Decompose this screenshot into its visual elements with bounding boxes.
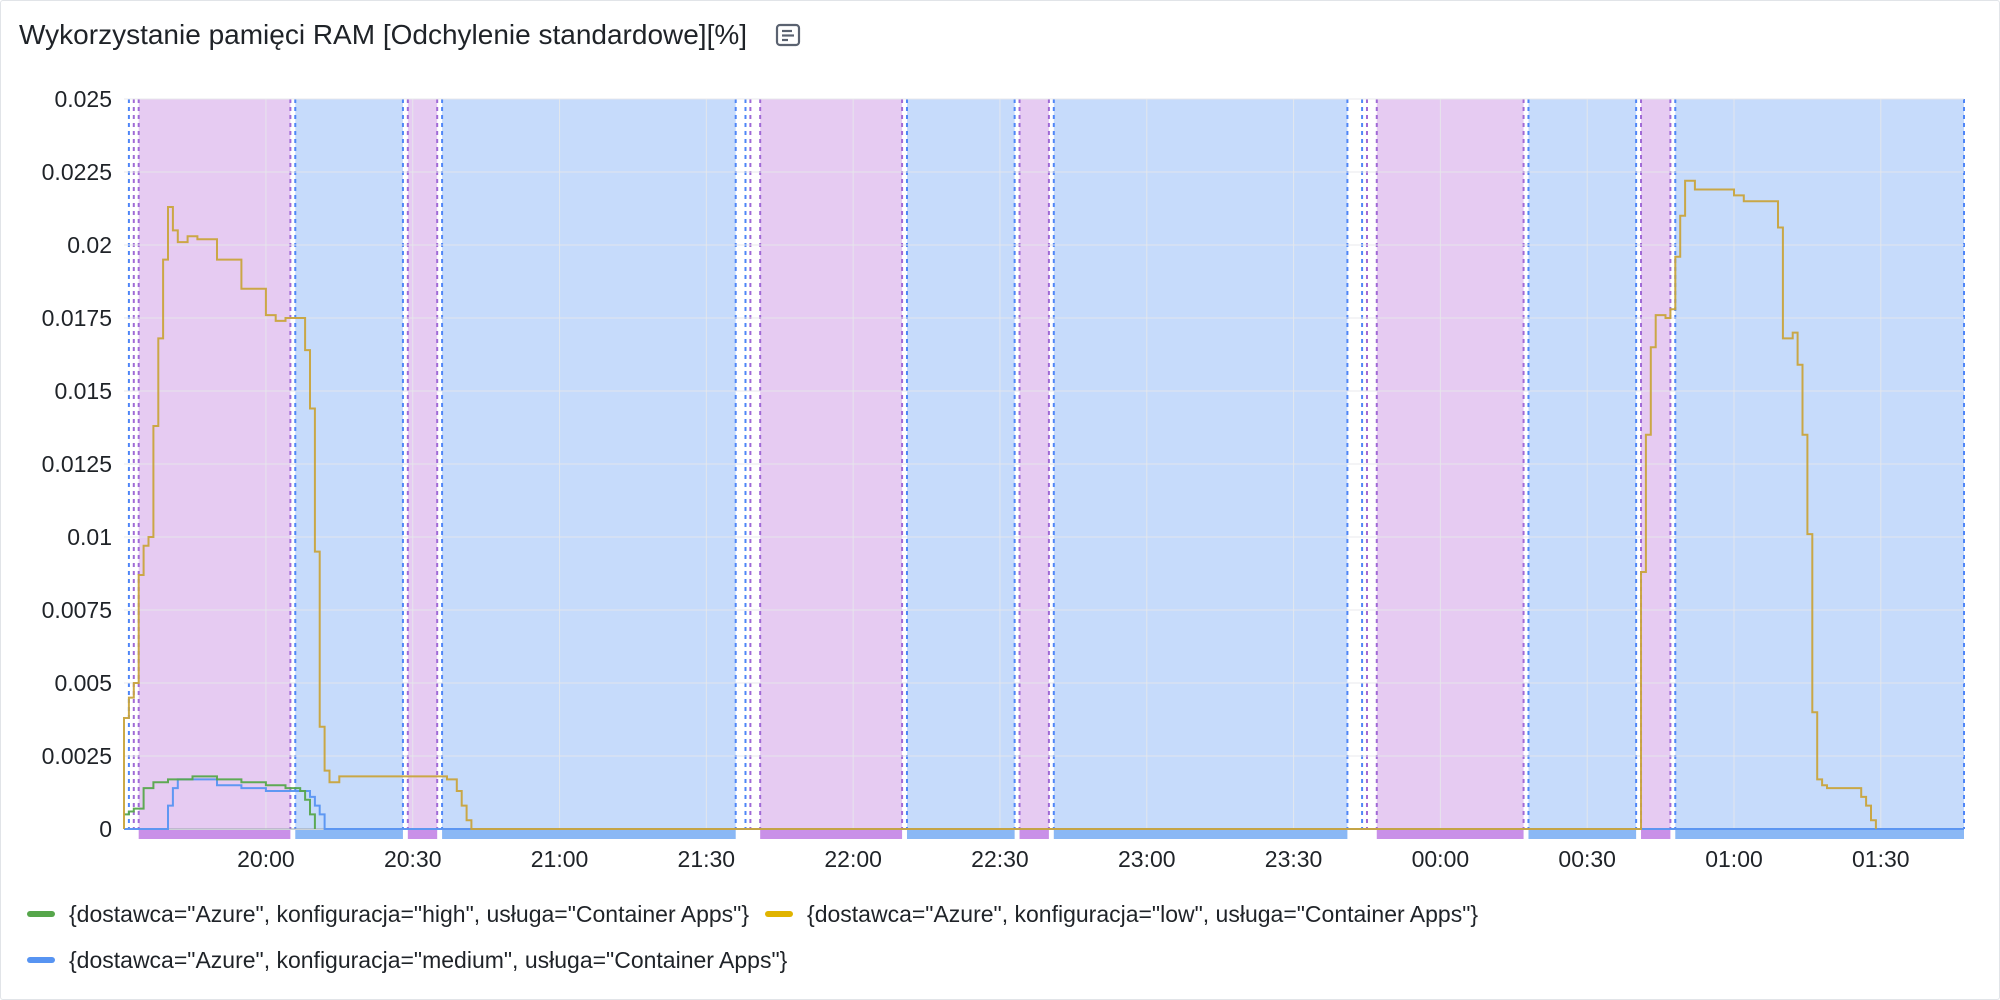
y-tick-label-8: 0.02 — [67, 232, 112, 258]
annotation-strip-2 — [407, 830, 438, 839]
annotation-strip-0 — [138, 830, 291, 839]
y-tick-label-3: 0.0075 — [42, 597, 112, 623]
x-tick-label-6: 23:00 — [1118, 846, 1176, 872]
series-line-medium — [124, 778, 1964, 830]
x-tick-label-8: 00:00 — [1412, 846, 1470, 872]
annotation-strip-1 — [295, 830, 403, 839]
legend-row-1: {dostawca="Azure", konfiguracja="high", … — [27, 891, 1977, 937]
y-tick-label-2: 0.005 — [54, 670, 112, 696]
annotation-strip-5 — [906, 830, 1015, 839]
legend: {dostawca="Azure", konfiguracja="high", … — [27, 891, 1977, 983]
x-tick-label-9: 00:30 — [1558, 846, 1616, 872]
x-tick-label-5: 22:30 — [971, 846, 1029, 872]
x-tick-label-4: 22:00 — [824, 846, 882, 872]
panel-title: Wykorzystanie pamięci RAM [Odchylenie st… — [19, 19, 748, 50]
legend-swatch-high — [27, 911, 55, 917]
annotation-strip-7 — [1053, 830, 1348, 839]
annotation-strip-8 — [1376, 830, 1524, 839]
y-tick-label-5: 0.0125 — [42, 451, 112, 477]
legend-item-medium[interactable]: {dostawca="Azure", konfiguracja="medium"… — [27, 947, 787, 974]
y-tick-label-4: 0.01 — [67, 524, 112, 550]
y-tick-label-6: 0.015 — [54, 378, 112, 404]
annotation-strip-9 — [1528, 830, 1637, 839]
document-icon[interactable] — [773, 20, 803, 50]
annotation-strip-6 — [1019, 830, 1049, 839]
y-tick-label-0: 0 — [99, 816, 112, 842]
y-tick-label-10: 0.025 — [54, 86, 112, 112]
x-tick-label-0: 20:00 — [237, 846, 295, 872]
panel-header: Wykorzystanie pamięci RAM [Odchylenie st… — [19, 15, 803, 55]
ram-stddev-chart: 0 0.0025 0.005 0.0075 0.01 0.0125 0.015 0.0175 0… — [42, 86, 1965, 872]
annotation-strip-10 — [1641, 830, 1671, 839]
legend-label-high: {dostawca="Azure", konfiguracja="high", … — [69, 900, 750, 927]
x-tick-label-11: 01:30 — [1852, 846, 1910, 872]
y-tick-label-7: 0.0175 — [42, 305, 112, 331]
x-tick-label-1: 20:30 — [384, 846, 442, 872]
legend-item-high[interactable]: {dostawca="Azure", konfiguracja="high", … — [27, 901, 749, 928]
legend-label-low: {dostawca="Azure", konfiguracja="low", u… — [807, 900, 1479, 927]
y-tick-label-9: 0.0225 — [42, 159, 112, 185]
legend-label-medium: {dostawca="Azure", konfiguracja="medium"… — [69, 946, 788, 973]
annotation-strip-11 — [1675, 830, 1964, 839]
series-line-high — [124, 775, 316, 829]
annotation-strip-3 — [442, 830, 736, 839]
legend-item-low[interactable]: {dostawca="Azure", konfiguracja="low", u… — [765, 901, 1478, 928]
legend-row-2: {dostawca="Azure", konfiguracja="medium"… — [27, 937, 1977, 983]
legend-swatch-low — [765, 911, 794, 917]
x-tick-label-3: 21:30 — [678, 846, 736, 872]
y-tick-label-1: 0.0025 — [42, 743, 112, 769]
x-tick-label-7: 23:30 — [1265, 846, 1323, 872]
annotation-strip-4 — [760, 830, 903, 839]
series-line-low — [123, 179, 1877, 830]
x-tick-label-10: 01:00 — [1705, 846, 1763, 872]
x-tick-label-2: 21:00 — [531, 846, 589, 872]
legend-swatch-medium — [27, 957, 55, 963]
